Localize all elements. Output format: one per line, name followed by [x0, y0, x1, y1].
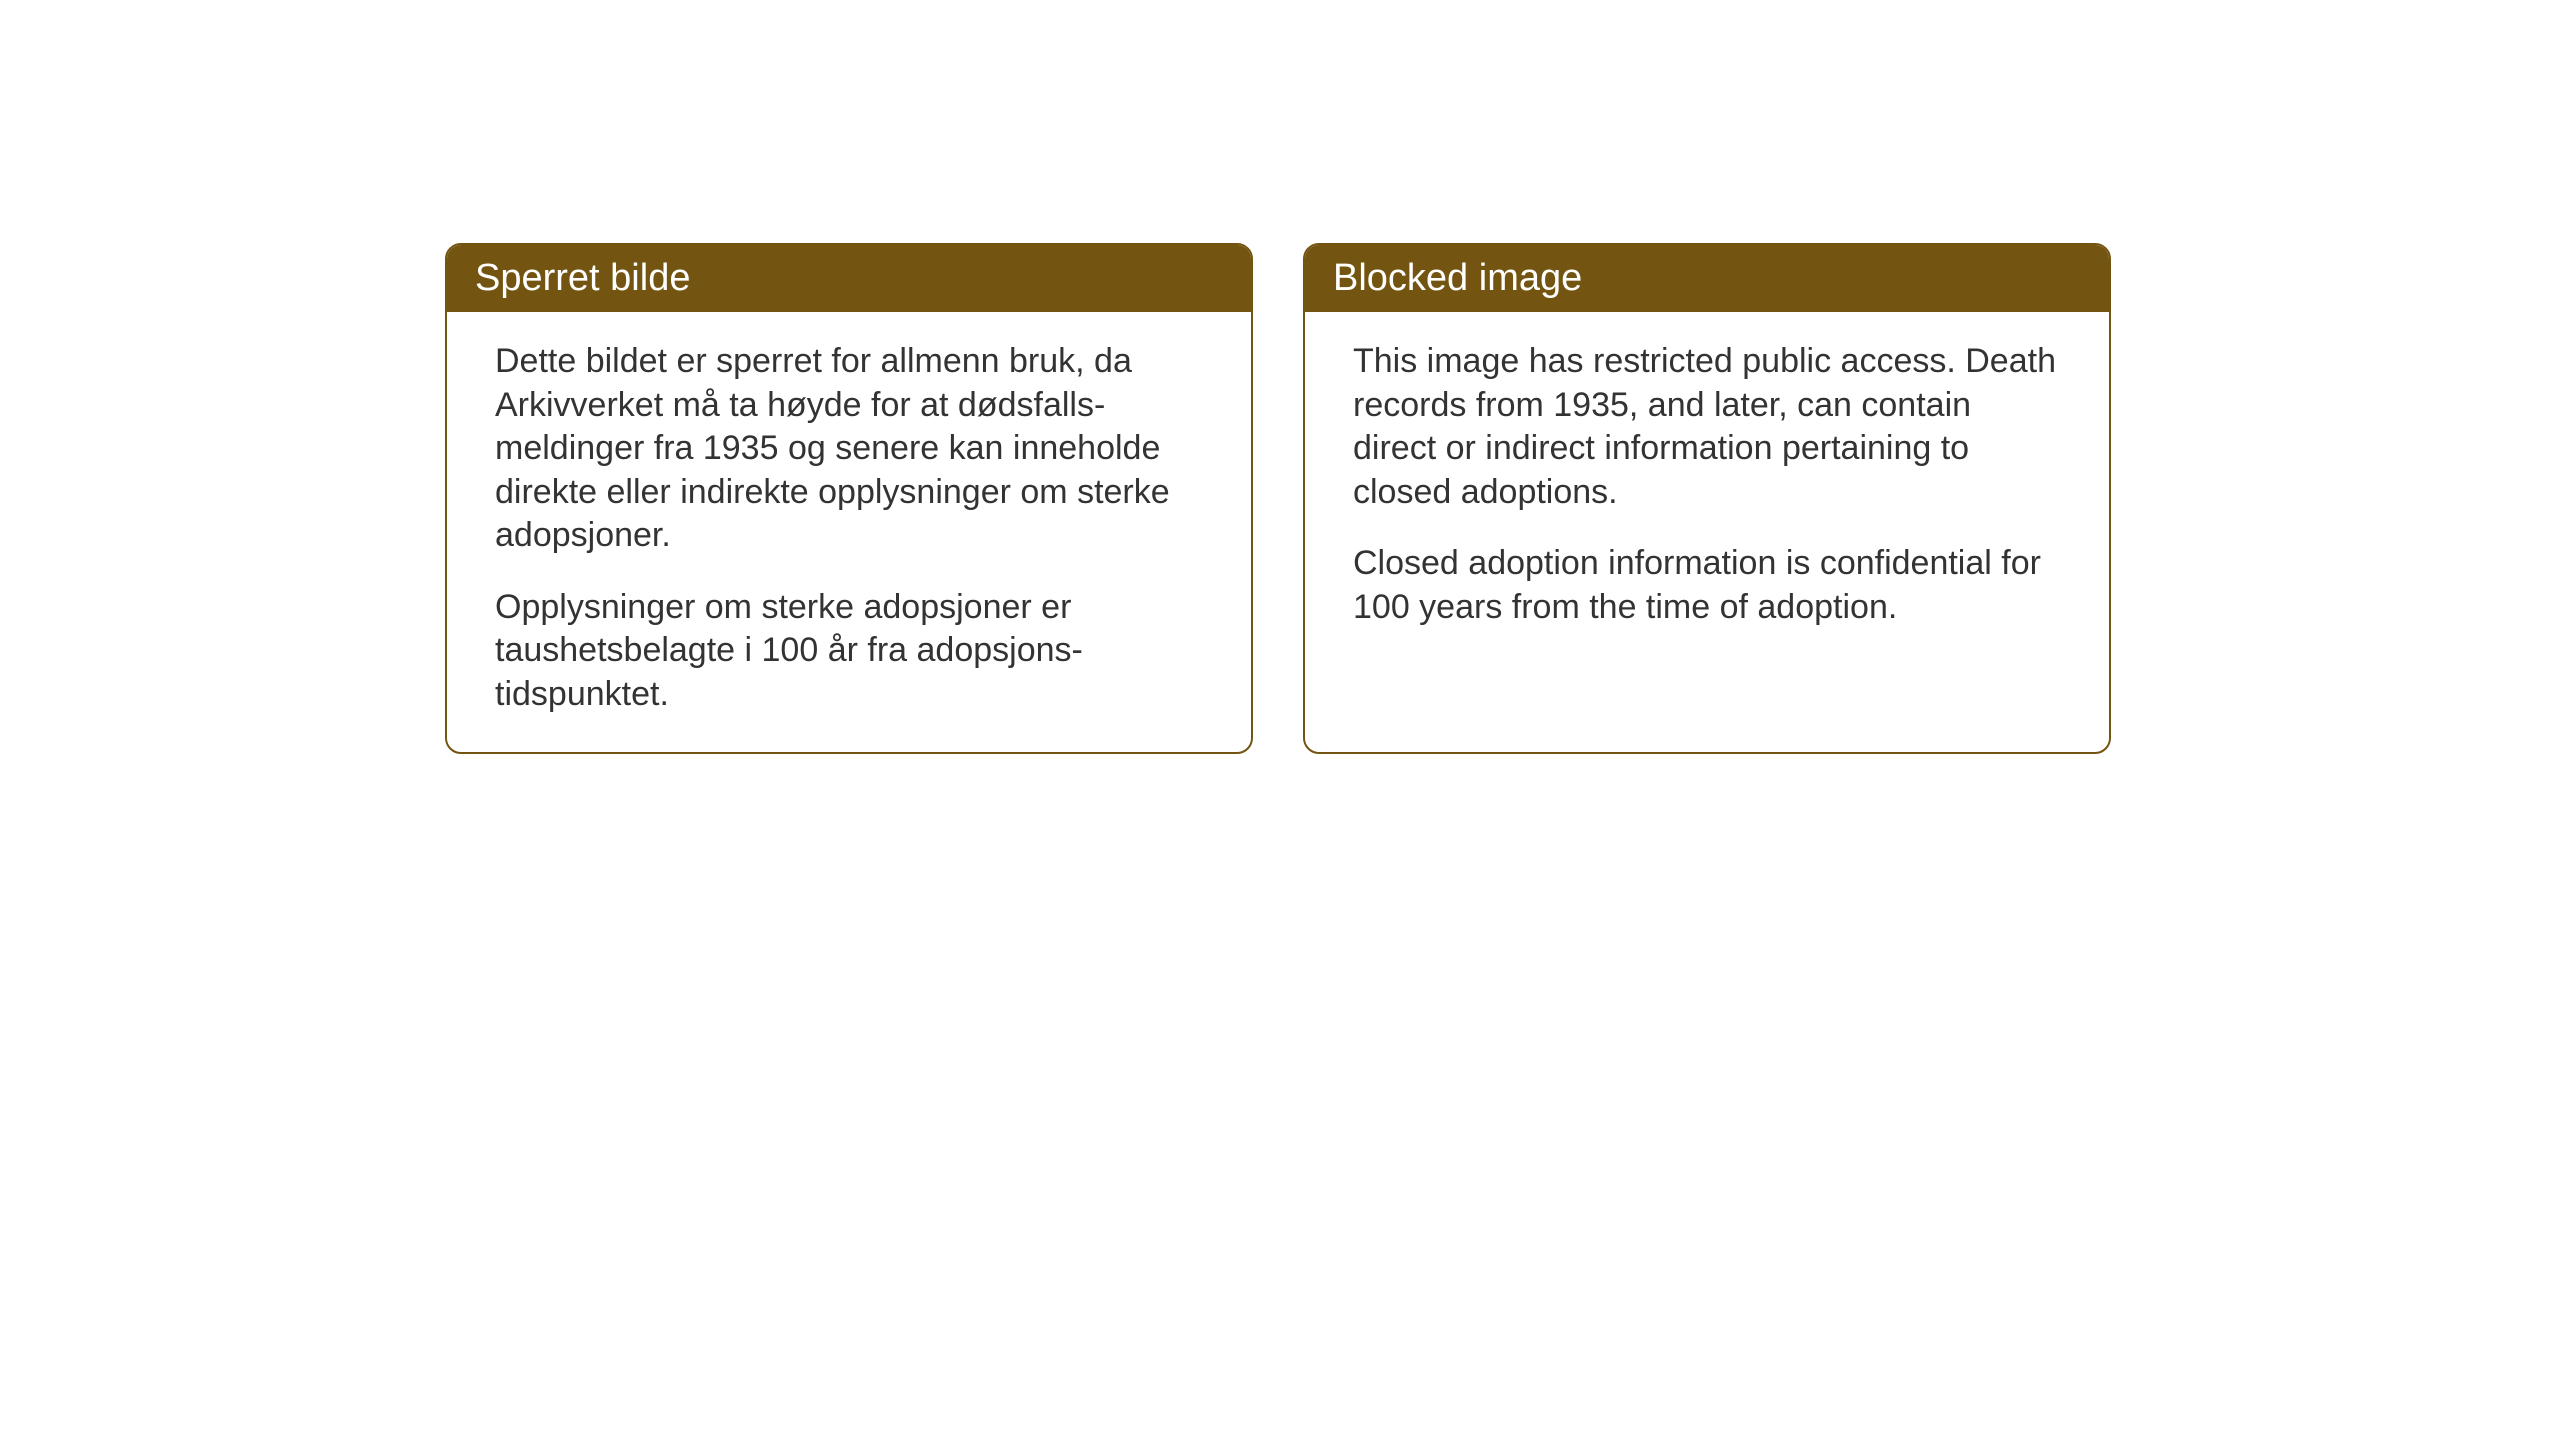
notice-container: Sperret bilde Dette bildet er sperret fo…	[445, 243, 2111, 754]
notice-body-norwegian: Dette bildet er sperret for allmenn bruk…	[447, 312, 1251, 752]
notice-header-norwegian: Sperret bilde	[447, 245, 1251, 312]
notice-paragraph: This image has restricted public access.…	[1353, 340, 2061, 514]
notice-box-norwegian: Sperret bilde Dette bildet er sperret fo…	[445, 243, 1253, 754]
notice-body-english: This image has restricted public access.…	[1305, 312, 2109, 665]
notice-paragraph: Closed adoption information is confident…	[1353, 542, 2061, 629]
notice-box-english: Blocked image This image has restricted …	[1303, 243, 2111, 754]
notice-paragraph: Dette bildet er sperret for allmenn bruk…	[495, 340, 1203, 558]
notice-paragraph: Opplysninger om sterke adopsjoner er tau…	[495, 586, 1203, 717]
notice-header-english: Blocked image	[1305, 245, 2109, 312]
